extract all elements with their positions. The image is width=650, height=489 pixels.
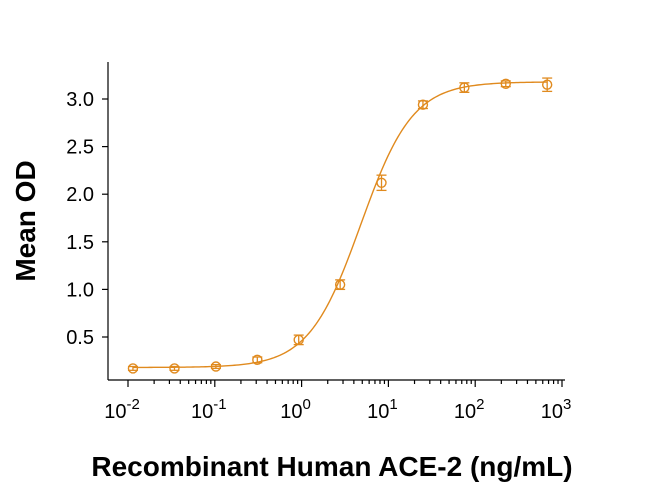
data-point	[127, 363, 139, 374]
data-marker	[252, 354, 263, 366]
y-tick-label: 0.5	[66, 327, 94, 349]
y-axis-title: Mean OD	[10, 160, 41, 281]
data-point	[459, 82, 470, 93]
x-tick-label: 100	[280, 396, 311, 423]
data-point	[500, 78, 511, 89]
data-marker	[541, 79, 553, 90]
data-point	[169, 363, 180, 374]
data-point	[210, 361, 222, 372]
y-ticks: 0.5 1.0 1.5 2.0 2.5 3.0	[66, 89, 108, 349]
data-marker	[500, 78, 511, 89]
x-tick-label: 10-2	[104, 396, 140, 423]
x-axis-title: Recombinant Human ACE-2 (ng/mL)	[91, 451, 572, 482]
y-tick-label: 1.0	[66, 279, 94, 301]
data-points	[127, 77, 553, 374]
data-point	[376, 174, 387, 192]
y-tick-label: 1.5	[66, 232, 94, 254]
data-marker	[459, 82, 470, 93]
data-point	[252, 354, 263, 366]
x-tick-label: 102	[454, 396, 485, 423]
y-tick-label: 3.0	[66, 89, 94, 111]
y-tick-label: 2.5	[66, 137, 94, 159]
data-marker	[127, 363, 139, 374]
data-marker	[169, 363, 180, 374]
data-marker	[210, 361, 222, 372]
data-point	[293, 334, 304, 346]
x-tick-label: 103	[541, 396, 572, 423]
fit-curve	[132, 81, 548, 369]
data-point	[417, 99, 429, 110]
data-point	[541, 77, 553, 93]
x-ticks: 10-2 10-1 100 101 102 103	[104, 380, 571, 423]
data-marker	[417, 99, 429, 110]
data-marker	[376, 177, 387, 188]
data-point	[334, 279, 346, 291]
data-marker	[334, 279, 346, 290]
axes	[107, 62, 565, 381]
y-tick-label: 2.0	[66, 184, 94, 206]
x-tick-label: 101	[367, 396, 398, 423]
x-tick-label: 10-1	[191, 396, 227, 423]
data-marker	[293, 334, 304, 346]
